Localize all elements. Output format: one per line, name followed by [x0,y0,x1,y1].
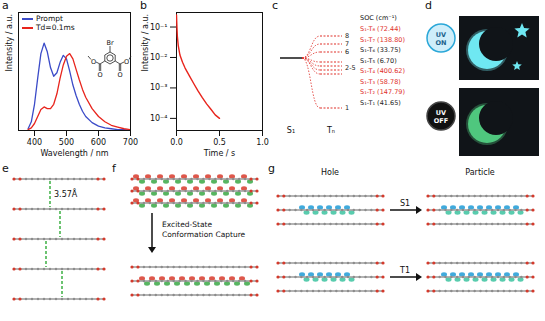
svg-text:O: O [124,58,129,66]
svg-text:Hole: Hole [321,168,339,177]
html-text:d: d [425,0,432,12]
svg-text:10⁻⁴: 10⁻⁴ [150,114,168,123]
svg-text:400: 400 [27,138,42,147]
svg-text:7: 7 [345,40,349,48]
svg-text:S₁: S₁ [287,126,295,135]
svg-text:S₁-T₂ (147.79): S₁-T₂ (147.79) [360,88,405,96]
svg-text:10⁻²: 10⁻² [150,53,168,62]
svg-text:Particle: Particle [465,168,495,177]
svg-text:1.0: 1.0 [256,138,269,147]
svg-text:3.57Å: 3.57Å [54,188,78,199]
html-text:b: b [140,0,147,12]
html-text:c: c [272,0,279,12]
svg-text:O: O [91,58,96,66]
svg-text:S₁-T₁ (41.65): S₁-T₁ (41.65) [360,99,401,107]
html-text:f: f [112,162,116,175]
svg-text:8: 8 [345,32,349,40]
svg-text:UV: UV [436,31,446,39]
svg-text:10⁻³: 10⁻³ [150,83,168,92]
svg-text:Br: Br [106,39,113,47]
html-text:Prompt: Prompt [36,14,63,23]
svg-text:UV: UV [436,109,446,117]
svg-text:700: 700 [123,138,138,147]
svg-text:0.5: 0.5 [213,138,226,147]
svg-text:S₁-T₇ (138.80): S₁-T₇ (138.80) [360,36,405,44]
html-text:e: e [2,162,9,175]
svg-text:S1: S1 [400,199,410,208]
svg-text:Intensity / a.u.: Intensity / a.u. [141,14,150,72]
svg-text:S₁-T₃ (58.78): S₁-T₃ (58.78) [360,78,401,86]
svg-text:500: 500 [59,138,74,147]
svg-text:SOC (cm⁻¹): SOC (cm⁻¹) [360,14,397,22]
svg-text:S₁-T₅ (6.70): S₁-T₅ (6.70) [360,57,397,65]
svg-text:600: 600 [91,138,106,147]
html-text:a: a [2,0,9,12]
svg-text:Intensity / a.u.: Intensity / a.u. [5,14,14,72]
svg-text:ON: ON [436,39,447,47]
svg-text:O: O [117,71,122,79]
html-text:g: g [268,162,275,175]
svg-text:10⁻¹: 10⁻¹ [150,23,168,32]
html-text:Excited-State Conformation Cap: Excited-State Conformation Capture [162,220,246,239]
svg-text:6: 6 [345,48,349,56]
svg-text:Wavelength / nm: Wavelength / nm [40,149,108,158]
svg-text:Tₙ: Tₙ [326,126,335,135]
svg-text:S₁-T₈ (72.44): S₁-T₈ (72.44) [360,25,401,33]
svg-text:S₁-T₄ (400.62): S₁-T₄ (400.62) [360,67,405,75]
svg-text:S₁-T₆ (33.75): S₁-T₆ (33.75) [360,46,401,54]
html-text:Td=0.1ms: Td=0.1ms [36,23,75,32]
svg-text:1: 1 [345,104,349,112]
svg-text:Time / s: Time / s [203,149,236,158]
svg-text:0.0: 0.0 [170,138,183,147]
svg-text:2-5: 2-5 [345,64,356,72]
svg-text:O: O [97,71,102,79]
svg-text:T1: T1 [399,266,410,275]
svg-text:OFF: OFF [434,117,448,125]
